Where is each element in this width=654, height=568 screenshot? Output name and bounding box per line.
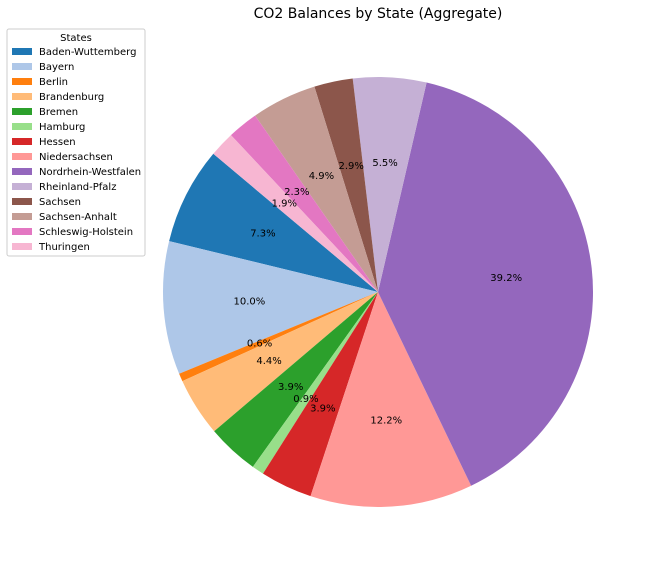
pie-slice-percent-label: 0.6% — [247, 338, 272, 349]
pie-slice-percent-label: 1.9% — [272, 198, 297, 209]
legend-label-schleswig-holstein: Schleswig-Holstein — [39, 227, 133, 238]
pie-slices — [162, 76, 594, 507]
legend-label-niedersachsen: Niedersachsen — [39, 152, 113, 163]
pie-slice-percent-label: 39.2% — [490, 273, 522, 284]
pie-slice-rheinland-pfalz — [352, 76, 427, 292]
chart-title: CO2 Balances by State (Aggregate) — [254, 6, 503, 22]
legend-label-sachsen-anhalt: Sachsen-Anhalt — [39, 212, 117, 223]
pie-slice-percent-label: 2.9% — [338, 161, 363, 172]
pie-slice-sachsen-anhalt — [255, 86, 378, 293]
legend-swatch-sachsen-anhalt — [12, 213, 32, 220]
pie-slice-bayern — [162, 241, 378, 374]
legend-swatch-bremen — [12, 108, 32, 115]
pie-slice-hessen — [262, 292, 378, 497]
pie-slice-percent-label: 4.9% — [309, 171, 334, 182]
legend-swatch-hamburg — [12, 123, 32, 130]
pie-slice-bremen — [214, 292, 378, 467]
legend-label-bayern: Bayern — [39, 62, 74, 73]
pie-slice-schleswig-holstein — [230, 115, 378, 292]
legend-swatch-bayern — [12, 63, 32, 70]
legend-swatch-thuringen — [12, 243, 32, 250]
pie-slice-hamburg — [252, 292, 378, 474]
legend-label-bremen: Bremen — [39, 107, 78, 118]
pie-slice-niedersachsen — [310, 292, 472, 507]
legend-label-thuringen: Thuringen — [38, 242, 90, 253]
pie-slice-percent-label: 0.9% — [293, 394, 318, 405]
pie-slice-percent-label: 12.2% — [370, 416, 402, 427]
pie-slice-percent-label: 4.4% — [256, 356, 281, 367]
pie-slice-percent-label: 3.9% — [278, 382, 303, 393]
legend-label-nordrhein-westfalen: Nordrhein-Westfalen — [39, 167, 141, 178]
pie-slice-thuringen — [213, 135, 378, 292]
pie-slice-baden-wuttemberg — [169, 153, 378, 292]
pie-slice-berlin — [179, 292, 378, 382]
percent-labels: 7.3% 10.0% 0.6% 4.4% 3.9%0.9%3.9% 12.2% 39.2% 5… — [234, 158, 523, 427]
legend-label-brandenburg: Brandenburg — [39, 92, 104, 103]
legend-label-hessen: Hessen — [39, 137, 76, 148]
legend-swatch-hessen — [12, 138, 32, 145]
legend-label-baden-wuttemberg: Baden-Wuttemberg — [39, 47, 136, 58]
legend-frame — [6, 28, 146, 257]
legend-title: States — [60, 33, 92, 44]
legend-swatch-brandenburg — [12, 93, 32, 100]
legend-label-hamburg: Hamburg — [39, 122, 85, 133]
legend-label-sachsen: Sachsen — [39, 197, 81, 208]
legend-swatch-berlin — [12, 78, 32, 85]
pie-slice-percent-label: 10.0% — [234, 297, 266, 308]
pie-slice-percent-label: 5.5% — [372, 158, 397, 169]
legend: States Baden-Wuttemberg Bayern Berlin Brand… — [6, 28, 146, 257]
legend-swatch-schleswig-holstein — [12, 228, 32, 235]
pie-slice-brandenburg — [182, 292, 378, 432]
legend-swatch-nordrhein-westfalen — [12, 168, 32, 175]
legend-items: Baden-Wuttemberg Bayern Berlin Brandenburg B… — [12, 47, 141, 253]
legend-swatch-niedersachsen — [12, 153, 32, 160]
pie-slice-nordrhein-westfalen — [378, 82, 594, 486]
legend-swatch-rheinland-pfalz — [12, 183, 32, 190]
pie-slice-sachsen — [314, 78, 378, 293]
legend-label-berlin: Berlin — [39, 77, 68, 88]
legend-swatch-sachsen — [12, 198, 32, 205]
pie-slice-percent-label: 3.9% — [310, 404, 335, 415]
legend-label-rheinland-pfalz: Rheinland-Pfalz — [39, 182, 116, 193]
pie-slice-percent-label: 2.3% — [284, 187, 309, 198]
legend-swatch-baden-wuttemberg — [12, 48, 32, 55]
pie-slice-percent-label: 7.3% — [250, 229, 275, 240]
